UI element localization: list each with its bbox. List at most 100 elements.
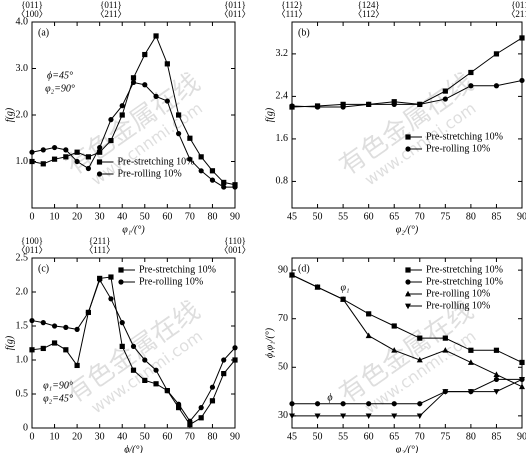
orientation-label: {011} [21, 0, 43, 10]
marker [176, 131, 182, 137]
marker [442, 96, 448, 102]
marker [340, 104, 346, 110]
x-tick-label: 75 [440, 211, 450, 222]
marker [391, 101, 397, 107]
marker [468, 347, 474, 353]
marker [29, 149, 35, 155]
marker [289, 401, 295, 407]
orientation-label: 〈211〉 [95, 9, 126, 19]
x-tick-label: 45 [287, 431, 297, 442]
marker [153, 367, 159, 373]
marker [391, 99, 397, 105]
marker [164, 388, 170, 394]
legend-marker [405, 146, 411, 152]
x-tick-label: 65 [389, 431, 399, 442]
y-tick-label: 2.0 [16, 109, 29, 120]
marker [366, 401, 372, 407]
x-tick-label: 90 [517, 211, 526, 222]
y-tick-label: 50 [278, 362, 288, 373]
x-tick-label: 80 [466, 431, 476, 442]
marker [314, 401, 321, 407]
x-tick-label: 85 [491, 431, 501, 442]
marker [391, 401, 397, 407]
y-tick-label: 1.6 [276, 133, 289, 144]
marker [314, 413, 321, 420]
orientation-label: {112} [281, 0, 303, 10]
annotation: ϕ [327, 392, 332, 403]
orientation-label: {011} [511, 0, 526, 10]
marker [97, 277, 103, 283]
y-axis-title: f(g) [4, 107, 15, 122]
marker [209, 398, 216, 404]
marker [416, 413, 423, 420]
panel-label: (c) [38, 263, 49, 274]
marker [51, 156, 58, 162]
x-tick-label: 40 [117, 211, 127, 222]
marker [209, 177, 216, 183]
y-tick-label: 3.2 [276, 48, 289, 59]
legend-label: Pre-rolling 10% [118, 168, 182, 179]
marker [153, 93, 159, 99]
marker [416, 356, 423, 363]
marker [176, 405, 182, 411]
marker [40, 320, 46, 326]
x-tick-label: 65 [389, 211, 399, 222]
marker [519, 377, 525, 383]
x-tick-label: 10 [50, 211, 60, 222]
marker [187, 422, 193, 428]
panel-label: (b) [298, 27, 310, 38]
marker [209, 168, 216, 174]
marker [51, 144, 58, 151]
plot-frame [291, 257, 523, 429]
x-tick-label: 20 [72, 431, 82, 442]
y-tick-label: 90 [278, 264, 288, 275]
x-tick-label: 60 [364, 211, 374, 222]
legend-marker [405, 134, 411, 140]
legend-marker [405, 267, 411, 273]
marker [232, 357, 238, 363]
orientation-label: {124} [358, 0, 380, 10]
y-tick-label: 4.0 [16, 16, 29, 27]
series-line [292, 378, 523, 417]
marker [198, 154, 204, 160]
marker [519, 359, 525, 366]
marker [232, 345, 238, 351]
series-line [291, 79, 523, 108]
marker [221, 184, 227, 190]
marker [314, 283, 321, 290]
marker [51, 340, 58, 346]
x-tick-label: 50 [140, 211, 150, 222]
marker [519, 77, 525, 84]
orientation-label: 〈112〉 [353, 9, 384, 19]
marker [108, 117, 114, 123]
marker [366, 101, 372, 107]
orientation-label: 〈111〉 [277, 9, 308, 19]
marker [340, 296, 347, 302]
marker [29, 317, 35, 324]
x-tick-label: 70 [185, 211, 195, 222]
y-tick-label: 70 [278, 313, 288, 324]
marker [221, 357, 227, 363]
legend-label: Pre-stretching 10% [139, 264, 216, 275]
marker [198, 415, 204, 421]
series-line [292, 378, 522, 405]
marker [468, 83, 474, 89]
marker [289, 103, 295, 109]
marker [209, 384, 216, 390]
legend-label: Pre-rolling 10% [426, 300, 490, 311]
marker [221, 179, 227, 186]
marker [519, 383, 525, 390]
marker [198, 405, 204, 411]
x-tick-label: 50 [140, 431, 150, 442]
marker [493, 389, 500, 395]
y-axis-title: f(g) [264, 107, 275, 122]
x-axis-title: ϕ/(°) [124, 444, 143, 453]
orientation-label: 〈001〉 [219, 245, 251, 255]
marker [29, 158, 35, 165]
y-tick-label: 0 [23, 422, 28, 433]
marker [63, 347, 69, 353]
x-tick-label: 90 [517, 431, 526, 442]
y-tick-label: 1.5 [16, 320, 29, 331]
marker [142, 357, 148, 363]
